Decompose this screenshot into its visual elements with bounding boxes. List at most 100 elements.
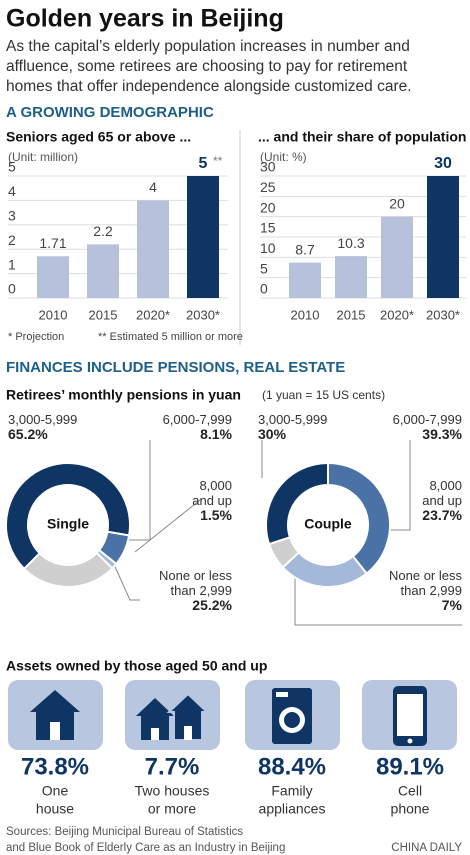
icon-phone bbox=[362, 680, 457, 750]
value-label: 25.2% bbox=[192, 597, 232, 613]
donut-segment bbox=[267, 536, 301, 569]
leader-line bbox=[111, 559, 140, 601]
bar bbox=[87, 244, 119, 298]
y-tick-label: 20 bbox=[260, 199, 276, 215]
donut-segment bbox=[5, 462, 131, 571]
value-label: 8.1% bbox=[200, 426, 232, 442]
chart-heading: Retirees’ monthly pensions in yuan bbox=[6, 387, 241, 403]
donut-label: 6,000-7,999 8.1% bbox=[130, 412, 232, 442]
asset-value: 73.8% bbox=[21, 753, 89, 780]
asset-label: Cell bbox=[398, 783, 422, 799]
source: Sources: Beijing Municipal Bureau of Sta… bbox=[6, 826, 243, 838]
value-label: 1.71 bbox=[39, 235, 66, 251]
donut-label: 3,000-5,999 65.2% bbox=[8, 412, 118, 442]
category-label: None or less than 2,999 bbox=[389, 568, 462, 598]
category-label: 6,000-7,999 bbox=[162, 412, 232, 427]
value-label: 10.3 bbox=[337, 235, 364, 251]
y-tick-label: 3 bbox=[8, 208, 16, 224]
annotation: ** bbox=[213, 154, 223, 168]
x-tick-label: 2020* bbox=[380, 307, 414, 322]
category-label: 6,000-7,999 bbox=[392, 412, 462, 427]
title: Golden years in Beijing bbox=[6, 5, 284, 33]
donut-label: None or less than 2,999 7% bbox=[372, 568, 462, 613]
category-label: 3,000-5,999 bbox=[8, 412, 78, 427]
bar bbox=[335, 256, 367, 298]
y-tick-label: 2 bbox=[8, 232, 16, 248]
chart-heading: Seniors aged 65 or above ... bbox=[6, 129, 191, 145]
subtitle: As the capital’s elderly population incr… bbox=[6, 38, 410, 55]
category-label: 8,000 and up bbox=[422, 478, 462, 508]
asset-label: appliances bbox=[259, 801, 326, 817]
donut-label: None or less than 2,999 25.2% bbox=[142, 568, 232, 613]
x-tick-label: 2015 bbox=[337, 307, 366, 322]
leader-line bbox=[294, 570, 462, 626]
credit: CHINA DAILY bbox=[391, 842, 462, 854]
asset-label: house bbox=[36, 801, 74, 817]
donut-center-label: Single bbox=[47, 516, 89, 532]
x-tick-label: 2010 bbox=[39, 307, 68, 322]
donut-segment bbox=[265, 461, 329, 546]
leader-line bbox=[134, 499, 201, 553]
section-header: FINANCES INCLUDE PENSIONS, REAL ESTATE bbox=[6, 359, 345, 376]
donut-label: 8,000 and up 23.7% bbox=[412, 478, 462, 523]
value-label: 30 bbox=[434, 155, 452, 172]
asset-label: One bbox=[42, 783, 69, 799]
bar bbox=[427, 176, 459, 298]
asset-label: Family bbox=[271, 783, 312, 799]
subtitle: affluence, some retirees are choosing to… bbox=[6, 58, 408, 75]
y-tick-label: 5 bbox=[8, 159, 16, 175]
category-label: None or less than 2,999 bbox=[159, 568, 232, 598]
x-tick-label: 2015 bbox=[89, 307, 118, 322]
asset-label: or more bbox=[148, 801, 196, 817]
asset-value: 7.7% bbox=[145, 753, 200, 780]
value-label: 8.7 bbox=[295, 241, 315, 257]
x-tick-label: 2020* bbox=[136, 307, 170, 322]
donut-center-label: Couple bbox=[304, 516, 352, 532]
y-tick-label: 0 bbox=[8, 281, 16, 297]
value-label: 7% bbox=[441, 597, 462, 613]
y-tick-label: 30 bbox=[260, 159, 276, 175]
x-tick-label: 2030* bbox=[426, 307, 460, 322]
x-tick-label: 2010 bbox=[291, 307, 320, 322]
icon-house bbox=[8, 680, 103, 750]
value-label: 65.2% bbox=[8, 426, 48, 442]
footnote: * Projection bbox=[8, 331, 64, 343]
donut-segment bbox=[22, 551, 114, 588]
bar bbox=[187, 176, 219, 298]
chart-heading: Assets owned by those aged 50 and up bbox=[6, 658, 267, 674]
bar bbox=[37, 256, 69, 298]
donut-segment bbox=[327, 461, 391, 575]
value-label: 20 bbox=[389, 195, 405, 211]
donut-label: 3,000-5,999 30% bbox=[258, 412, 368, 442]
icon-appliance bbox=[245, 680, 340, 750]
chart-heading: ... and their share of population bbox=[258, 129, 466, 145]
y-tick-label: 5 bbox=[260, 260, 268, 276]
y-tick-label: 4 bbox=[8, 183, 16, 199]
asset-value: 89.1% bbox=[376, 753, 444, 780]
bar bbox=[289, 262, 321, 298]
donut-label: 6,000-7,999 39.3% bbox=[360, 412, 462, 442]
y-tick-label: 1 bbox=[8, 256, 16, 272]
asset-label: phone bbox=[391, 801, 430, 817]
asset-label: Two houses bbox=[135, 783, 210, 799]
y-tick-label: 0 bbox=[260, 281, 268, 297]
section-header: A GROWING DEMOGRAPHIC bbox=[6, 104, 214, 121]
category-label: 3,000-5,999 bbox=[258, 412, 328, 427]
source: and Blue Book of Elderly Care as an Indu… bbox=[6, 842, 285, 854]
note: (1 yuan = 15 US cents) bbox=[262, 388, 385, 402]
value-label: 4 bbox=[149, 179, 157, 195]
bar bbox=[137, 200, 169, 298]
value-label: 30% bbox=[258, 426, 287, 442]
y-tick-label: 25 bbox=[260, 179, 276, 195]
footnote: ** Estimated 5 million or more bbox=[98, 331, 243, 343]
value-label: 5 bbox=[199, 155, 208, 172]
asset-value: 88.4% bbox=[258, 753, 326, 780]
value-label: 23.7% bbox=[422, 507, 462, 523]
unit-label: (Unit: %) bbox=[260, 150, 307, 164]
leader-line bbox=[128, 440, 151, 541]
icon-two-houses bbox=[125, 680, 220, 750]
y-tick-label: 15 bbox=[260, 220, 276, 236]
unit-label: (Unit: million) bbox=[8, 150, 78, 164]
